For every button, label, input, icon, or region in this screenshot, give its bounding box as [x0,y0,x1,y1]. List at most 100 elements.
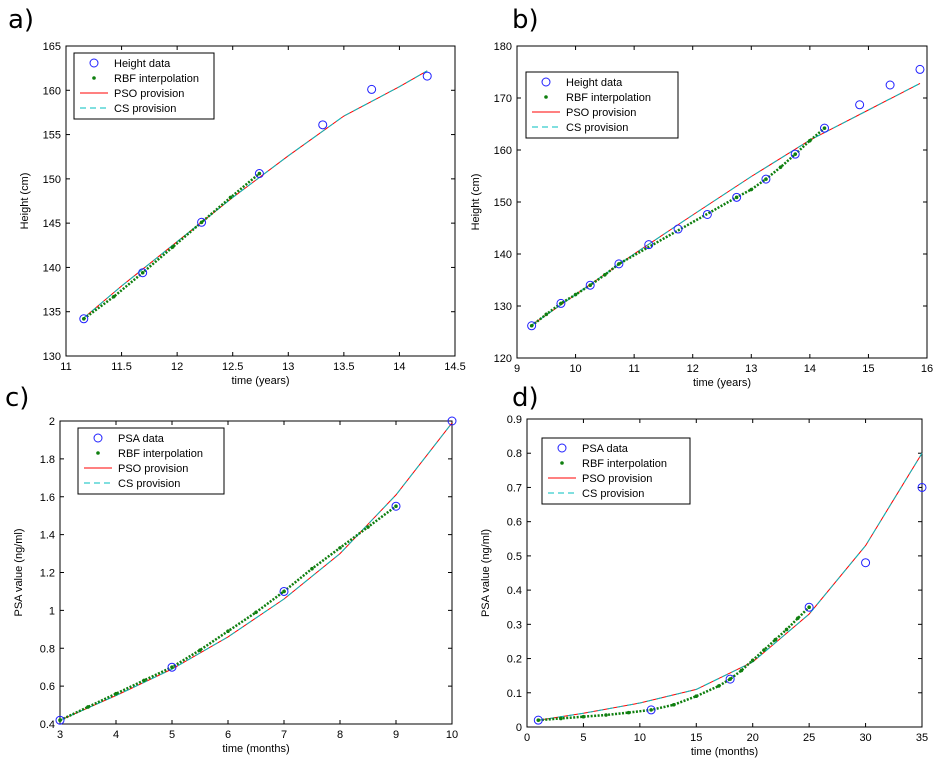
y-tick-label: 0 [516,722,522,734]
x-axis-title: time (years) [693,377,751,389]
rbf-point [581,714,586,719]
data-point [646,705,656,715]
x-tick-label: 13 [745,363,757,375]
y-tick-label: 0.8 [40,643,55,655]
data-point [367,84,377,94]
series-line-dashed [83,70,428,319]
x-tick-label: 16 [921,363,933,375]
rbf-point [228,195,233,200]
series-line-dashed [59,422,453,721]
y-tick-label: 140 [43,262,61,274]
y-tick-label: 130 [494,301,512,313]
x-tick-label: 10 [634,732,646,744]
x-tick-label: 10 [446,729,458,741]
x-tick-label: 10 [569,363,581,375]
data-point [855,100,865,110]
data-point [915,64,925,74]
rbf-point [793,152,798,156]
y-tick-label: 0.8 [507,448,522,460]
y-axis-title: PSA value (ng/ml) [13,528,25,616]
y-tick-label: 0.4 [507,585,522,597]
y-axis-title: Height (cm) [19,173,31,230]
y-tick-label: 1.2 [40,568,55,580]
data-point [79,314,89,324]
x-tick-label: 11 [60,361,71,373]
chart-panel-0: a) 11 11.5 12 12.5 13 13.5 14 14.5 130 135 140 145 15… [8,5,466,387]
data-point [861,558,871,568]
x-tick-label: 15 [690,732,702,744]
y-tick-label: 120 [494,353,512,365]
x-tick-label: 11.5 [111,361,132,373]
x-tick-label: 13 [282,361,294,373]
data-point [254,169,264,179]
data-point [614,259,624,269]
rbf-point [573,292,578,297]
panel-letter: a) [8,5,34,35]
data-point [279,586,289,596]
rbf-point [694,694,699,698]
data-point [732,192,742,202]
x-tick-label: 20 [747,732,759,744]
x-tick-label: 8 [337,729,343,741]
data-point [725,674,735,684]
legend-box [525,71,679,139]
legend-label: CS provision [114,103,176,115]
y-axis-title: PSA value (ng/ml) [480,529,492,617]
rbf-point [394,504,398,509]
y-tick-label: 0.7 [507,482,522,494]
y-tick-label: 150 [43,174,61,186]
data-point [527,321,537,331]
y-tick-label: 170 [494,93,512,105]
legend-label: CS provision [566,122,628,134]
rbf-point [764,177,768,181]
legend-swatch [92,76,96,80]
legend-label: PSO provision [566,107,636,119]
rbf-point [808,138,812,143]
chart-panel-2: c) 3 4 5 6 7 8 9 10 0.4 0.6 0.8 1 1.2 1.4 1.6 1.8 2 time (… [5,383,458,755]
legend-label: RBF interpolation [114,73,199,85]
rbf-point [717,684,721,688]
rbf-point [603,273,607,277]
legend-label: RBF interpolation [566,92,651,104]
data-point [138,268,148,278]
x-tick-label: 15 [862,363,874,375]
y-tick-label: 0.9 [507,414,522,426]
data-point [761,174,771,184]
rbf-point [604,713,608,717]
x-tick-label: 35 [916,732,928,744]
legend-box [77,427,225,495]
rbf-point [254,610,258,615]
x-axis-title: time (years) [231,375,289,387]
x-tick-label: 0 [524,732,530,744]
x-tick-label: 12 [687,363,699,375]
legend-label: CS provision [118,478,180,490]
x-tick-label: 30 [859,732,871,744]
data-point [644,240,654,250]
rbf-point [170,245,175,249]
legend-label: Height data [114,58,171,70]
data-point [702,209,712,219]
y-tick-label: 160 [43,85,61,97]
y-tick-label: 0.3 [507,619,522,631]
panel-letter: b) [512,5,539,35]
y-tick-label: 1.8 [40,454,55,466]
rbf-interpolation-trace [530,127,826,327]
rbf-point [338,546,342,550]
rbf-point [81,317,86,321]
data-point [885,80,895,90]
x-tick-label: 9 [514,363,520,375]
y-tick-label: 160 [494,145,512,157]
rbf-point [649,708,653,712]
y-tick-label: 1 [49,605,55,617]
rbf-point [198,648,202,652]
legend-label: RBF interpolation [118,448,203,460]
chart-panel-3: d) 0 5 10 15 20 25 30 35 0 0.1 0.2 0.3 0.4 0.5 0.6 0.7 0.… [480,383,928,758]
rbf-point [310,566,314,571]
rbf-point [778,165,783,169]
rbf-point [750,658,755,663]
y-tick-label: 0.1 [507,688,522,700]
rbf-point [366,525,370,529]
data-point [556,298,566,308]
data-point [55,715,65,725]
